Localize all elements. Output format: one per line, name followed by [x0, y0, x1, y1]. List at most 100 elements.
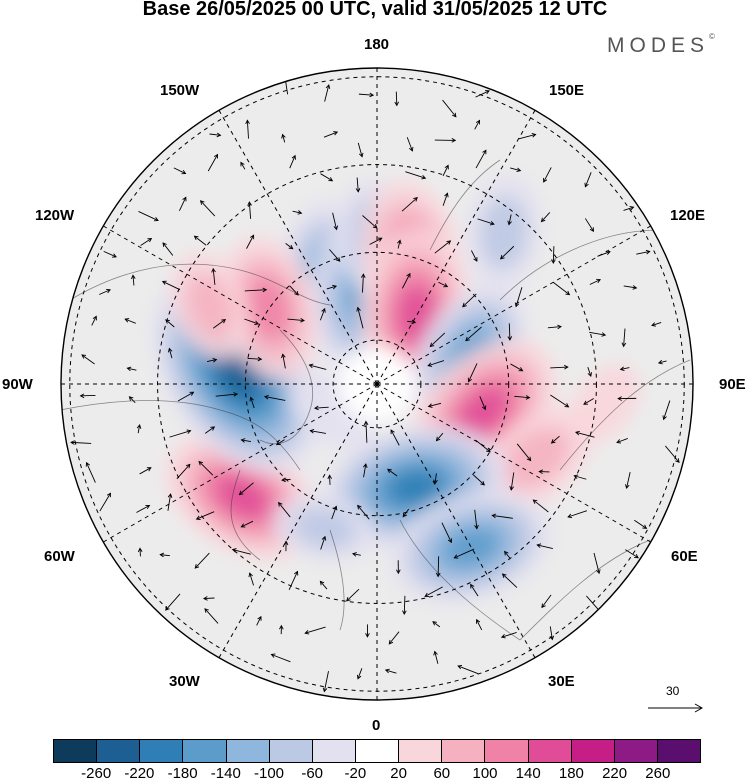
- wind-arrow: [275, 439, 285, 446]
- wind-arrow: [424, 586, 443, 597]
- wind-arrow: [331, 505, 338, 520]
- wind-arrow: [130, 274, 136, 286]
- wind-arrow: [388, 631, 400, 645]
- wind-arrow: [319, 307, 326, 321]
- colorbar-tick-label: -20: [344, 765, 367, 782]
- wind-arrow: [204, 608, 219, 624]
- wind-arrow: [356, 306, 364, 329]
- wind-arrow: [518, 133, 537, 140]
- wind-arrow: [139, 467, 152, 475]
- wind-arrow: [360, 273, 366, 293]
- wind-arrow: [128, 396, 136, 404]
- wind-arrow: [401, 197, 418, 212]
- anomaly-contour-neg-e-europe: [443, 527, 500, 568]
- colorbar-swatch: [614, 740, 658, 762]
- lon-label-0: 0: [372, 717, 381, 734]
- wind-arrow: [665, 445, 680, 463]
- wind-arrow: [209, 132, 222, 138]
- wind-arrow: [625, 471, 631, 490]
- lon-label-150e: 150E: [549, 82, 585, 99]
- wind-arrow: [246, 234, 255, 249]
- wind-arrow: [438, 281, 449, 288]
- wind-arrow: [283, 540, 289, 552]
- wind-arrow: [476, 618, 483, 631]
- colorbar-swatch: [269, 740, 313, 762]
- map-border: [60, 67, 694, 701]
- wind-arrow: [623, 285, 638, 290]
- wind-arrow: [584, 218, 595, 233]
- wind-arrow: [165, 319, 175, 328]
- wind-arrow: [173, 167, 187, 175]
- wind-arrow: [475, 90, 490, 98]
- wind-arrow: [240, 520, 254, 528]
- wind-arrow: [432, 621, 441, 628]
- wind-arrow: [552, 281, 571, 296]
- wind-arrow: [249, 396, 255, 409]
- wind-arrow: [574, 430, 595, 438]
- wind-arrow: [583, 398, 594, 405]
- wind-arrow: [500, 632, 517, 639]
- wind-arrow: [126, 366, 137, 372]
- wind-arrow: [550, 364, 569, 370]
- wind-arrow: [256, 615, 262, 626]
- wind-arrow: [509, 472, 515, 491]
- colorbar-tick-label: 140: [515, 765, 541, 782]
- wind-arrow: [541, 594, 552, 609]
- colorbar-swatch: [312, 740, 356, 762]
- wind-arrow: [85, 461, 96, 483]
- wind-arrow: [402, 508, 410, 518]
- wind-arrow: [504, 550, 511, 559]
- wind-arrow: [81, 354, 95, 365]
- wind-arrow: [651, 322, 662, 327]
- wind-arrow: [245, 119, 250, 139]
- brand-logo: MODES©: [607, 32, 715, 58]
- reference-vector-label: 30: [666, 684, 680, 698]
- wind-arrow: [470, 583, 479, 597]
- wind-arrow: [551, 246, 556, 264]
- wind-arrow: [211, 267, 216, 285]
- wind-arrow: [369, 237, 383, 245]
- wind-arrow: [427, 360, 445, 367]
- wind-arrow: [467, 363, 478, 383]
- wind-arrow: [240, 161, 246, 170]
- wind-arrow: [465, 326, 482, 342]
- colorbar-tick-label: -220: [124, 765, 155, 782]
- wind-arrow: [442, 99, 457, 118]
- wind-arrow: [662, 400, 671, 421]
- wind-arrow: [159, 552, 170, 558]
- colorbar-tick-label: 260: [645, 765, 671, 782]
- wind-arrow: [346, 588, 360, 602]
- wind-arrow: [549, 626, 555, 641]
- wind-arrow: [435, 556, 441, 578]
- wind-arrow: [140, 238, 153, 246]
- wind-arrow: [538, 469, 550, 475]
- wind-arrow: [195, 511, 215, 520]
- wind-arrow: [550, 394, 570, 408]
- lon-label-60e: 60E: [671, 548, 698, 565]
- wind-arrow: [244, 287, 268, 293]
- wind-arrow: [136, 504, 151, 513]
- colorbar-swatch: [183, 740, 227, 762]
- wind-arrow: [169, 429, 192, 438]
- wind-arrow: [356, 668, 363, 680]
- wind-arrow: [589, 331, 607, 337]
- wind-arrow: [516, 443, 532, 462]
- wind-arrow: [636, 249, 651, 255]
- wind-arrow: [320, 173, 334, 182]
- anomaly-layer: [151, 173, 641, 605]
- wind-arrow: [281, 353, 286, 369]
- wind-arrow: [167, 493, 173, 511]
- wind-arrow: [384, 668, 397, 674]
- lon-label-30e: 30E: [548, 673, 575, 690]
- wind-arrow: [427, 402, 442, 408]
- wind-arrow: [278, 501, 291, 518]
- wind-arrow: [547, 324, 562, 330]
- colorbar-swatch: [485, 740, 529, 762]
- colorbar-ticks: -260 -220 -180 -140 -100 -60 -20 20 60 100 140 180 2…: [53, 765, 701, 783]
- colorbar-tick-label: -60: [301, 765, 324, 782]
- wind-arrow: [543, 167, 552, 183]
- wind-arrow: [199, 200, 216, 217]
- lon-label-120e: 120E: [670, 207, 706, 224]
- graticule: [61, 68, 693, 700]
- wind-arrow: [323, 131, 339, 138]
